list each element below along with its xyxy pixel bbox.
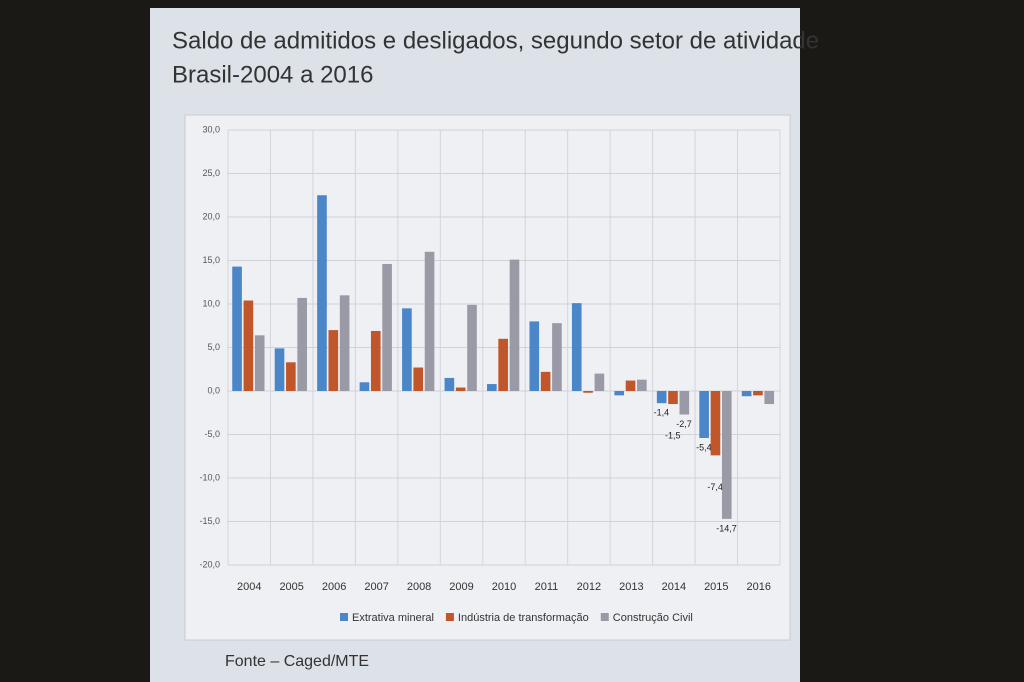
x-tick-label: 2006: [322, 581, 346, 593]
y-tick-label: 25,0: [202, 168, 220, 178]
bar: [402, 308, 412, 391]
bar: [509, 259, 520, 391]
bar: [594, 373, 605, 391]
bar: [444, 377, 455, 391]
bar: [753, 391, 763, 396]
source-note: Fonte – Caged/MTE: [225, 653, 369, 670]
bar: [710, 391, 721, 456]
bar: [297, 297, 307, 391]
bar: [656, 391, 667, 404]
bar: [243, 300, 254, 391]
bar: [424, 251, 435, 391]
data-label: -1,4: [654, 408, 670, 418]
bar: [552, 323, 562, 391]
chart-subtitle: Brasil-2004 a 2016: [172, 61, 373, 88]
x-tick-label: 2007: [364, 581, 388, 593]
bar: [498, 338, 508, 391]
bar: [232, 266, 242, 391]
bar: [540, 371, 551, 391]
x-tick-label: 2013: [619, 581, 643, 593]
legend-swatch: [600, 613, 609, 621]
bar: [764, 391, 775, 405]
x-tick-label: 2015: [704, 581, 728, 593]
legend-label: Extrativa mineral: [352, 612, 434, 624]
x-tick-label: 2005: [279, 581, 303, 593]
bar: [370, 330, 381, 391]
x-tick-label: 2012: [577, 581, 601, 593]
data-label: -14,7: [716, 523, 737, 533]
y-tick-label: -5,0: [204, 429, 220, 439]
y-tick-label: -20,0: [199, 559, 220, 569]
bar: [286, 362, 296, 391]
y-tick-label: 10,0: [202, 298, 220, 308]
x-tick-label: 2011: [535, 581, 559, 593]
x-tick-label: 2008: [407, 581, 431, 593]
chart-frame: [184, 114, 791, 641]
bar: [699, 391, 709, 438]
y-tick-label: 15,0: [202, 255, 220, 265]
x-tick-label: 2014: [662, 581, 686, 593]
y-tick-label: 5,0: [207, 342, 220, 352]
y-tick-label: 20,0: [202, 211, 220, 221]
x-tick-label: 2004: [237, 581, 261, 593]
x-tick-label: 2016: [747, 581, 771, 593]
x-tick-label: 2009: [449, 581, 473, 593]
bar: [382, 263, 392, 391]
bar: [614, 391, 625, 396]
chart-title: Saldo de admitidos e desligados, segundo…: [172, 27, 819, 54]
data-label: -1,5: [665, 430, 681, 440]
bar: [583, 391, 593, 393]
data-label: -2,7: [676, 419, 692, 429]
bar: [637, 379, 647, 391]
bar: [359, 382, 370, 391]
bar: [274, 348, 285, 391]
bar: [679, 391, 690, 415]
y-tick-label: 0,0: [207, 385, 220, 395]
bar: [317, 195, 327, 391]
bar: [455, 387, 466, 391]
bar: [625, 380, 636, 391]
legend-swatch: [445, 613, 454, 621]
bar: [668, 391, 678, 405]
bar: [721, 391, 732, 519]
y-tick-label: -10,0: [199, 472, 220, 482]
bar: [487, 384, 497, 391]
bar: [529, 321, 540, 391]
y-tick-label: -15,0: [199, 516, 220, 526]
x-tick-label: 2010: [492, 581, 516, 593]
bar: [413, 367, 424, 391]
legend-label: Construção Civil: [613, 612, 693, 624]
data-label: -5,4: [696, 442, 712, 452]
bar: [254, 335, 265, 391]
bar: [467, 304, 477, 391]
y-tick-label: 30,0: [202, 124, 220, 134]
bar: [339, 295, 350, 391]
bar: [741, 391, 752, 397]
legend-swatch: [340, 613, 348, 621]
data-label: -7,4: [707, 482, 723, 492]
legend-label: Indústria de transformação: [458, 612, 589, 624]
bar: [328, 330, 339, 391]
bar: [571, 303, 582, 391]
